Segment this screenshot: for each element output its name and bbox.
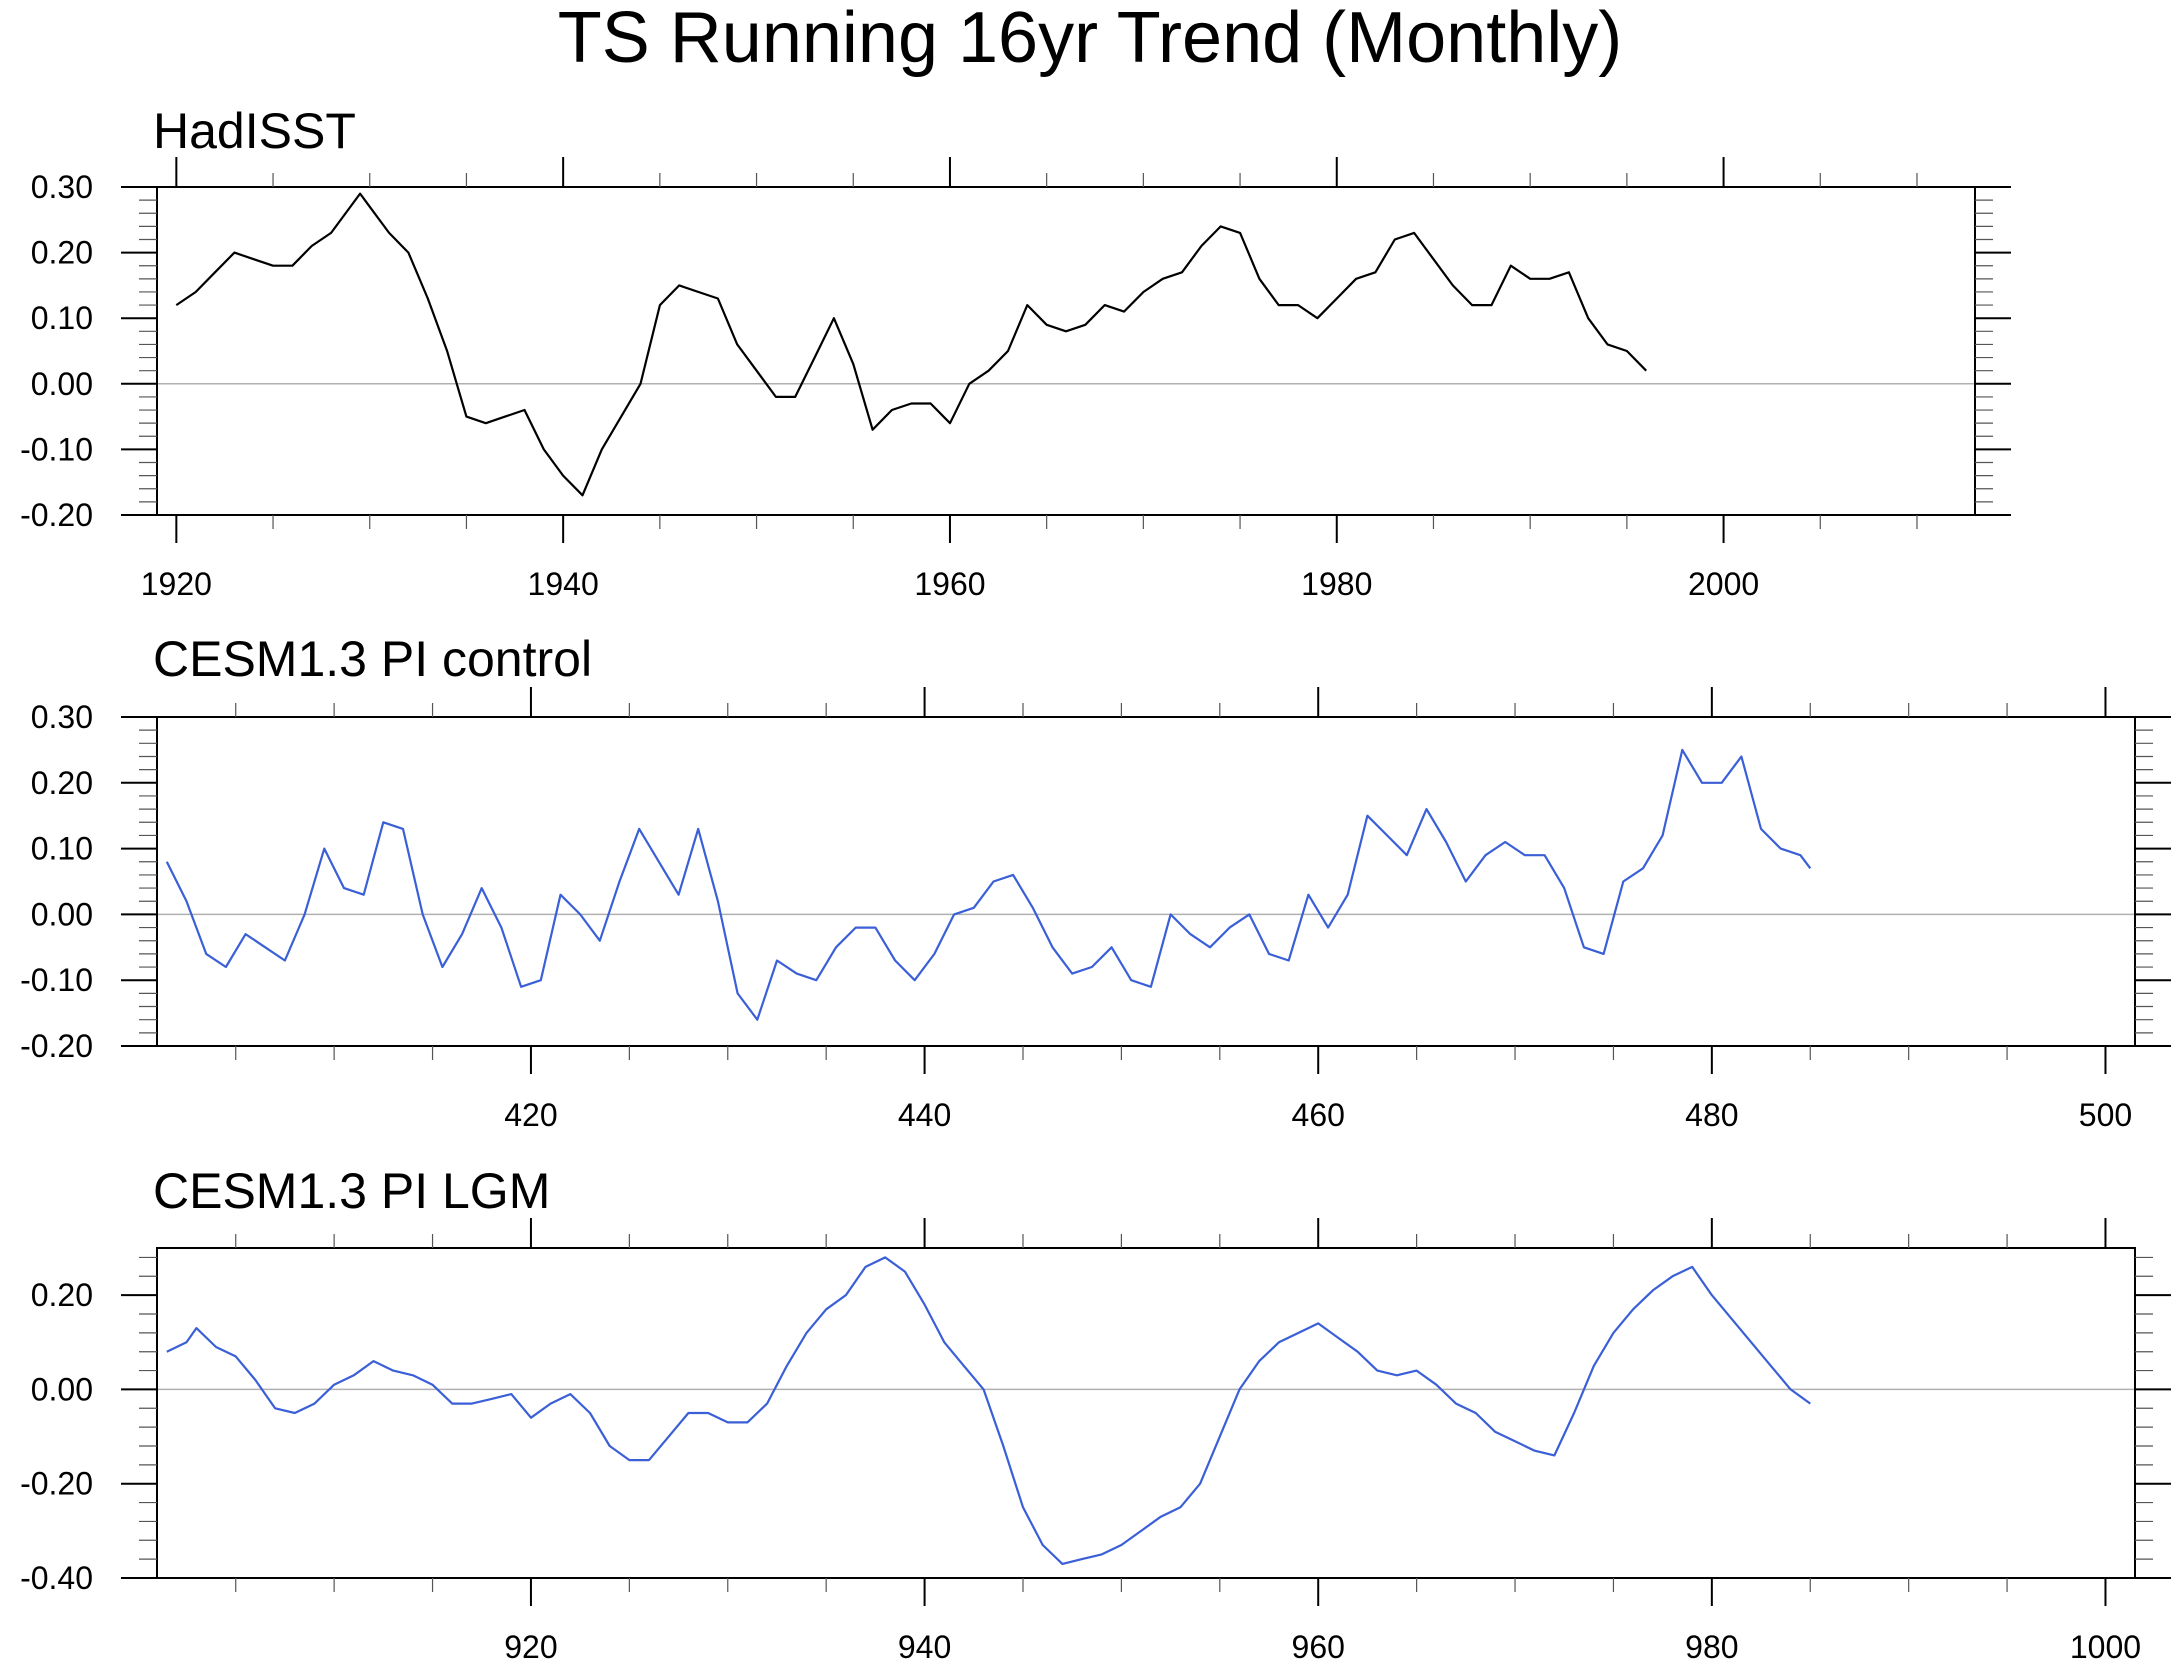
x-tick-label: 1940 <box>528 566 599 602</box>
y-tick-label: 0.20 <box>31 1277 93 1313</box>
x-tick-label: 960 <box>1292 1629 1345 1665</box>
y-tick-label: -0.10 <box>20 431 93 467</box>
plot-frame <box>156 716 2136 1047</box>
x-tick-label: 460 <box>1292 1097 1345 1133</box>
x-tick-label: 1960 <box>914 566 985 602</box>
y-tick-label: -0.20 <box>20 497 93 533</box>
x-tick-label: 2000 <box>1688 566 1759 602</box>
panel-cesm-pi-lgm: CESM1.3 PI LGM 920 940 960 980 1000 -0.40 -0.2… <box>20 1163 2171 1665</box>
series-line <box>165 748 1812 1021</box>
x-tick-label: 980 <box>1685 1629 1738 1665</box>
panel-title-cesm-pi-lgm: CESM1.3 PI LGM <box>153 1163 550 1219</box>
x-tick-label: 920 <box>504 1629 557 1665</box>
y-tick-label: 0.00 <box>31 1371 93 1407</box>
y-tick-label: 0.10 <box>31 831 93 867</box>
x-tick-label: 480 <box>1685 1097 1738 1133</box>
series-line <box>175 192 1647 497</box>
y-tick-label: 0.00 <box>31 366 93 402</box>
y-tick-label: -0.20 <box>20 1466 93 1502</box>
x-tick-label: 940 <box>898 1629 951 1665</box>
series-line <box>166 1256 1811 1566</box>
x-tick-label: 440 <box>898 1097 951 1133</box>
x-tick-label: 1980 <box>1301 566 1372 602</box>
y-tick-label: -0.10 <box>20 962 93 998</box>
y-tick-label: 0.30 <box>31 699 93 735</box>
plot-frame <box>156 186 1976 516</box>
y-tick-label: -0.20 <box>20 1028 93 1064</box>
y-tick-label: 0.20 <box>31 765 93 801</box>
plot-frame <box>156 1247 2136 1579</box>
y-tick-label: 0.20 <box>31 235 93 271</box>
figure-title: TS Running 16yr Trend (Monthly) <box>558 0 1622 78</box>
y-tick-label: -0.40 <box>20 1560 93 1596</box>
x-tick-label: 420 <box>504 1097 557 1133</box>
x-tick-label: 1000 <box>2070 1629 2141 1665</box>
x-tick-label: 500 <box>2079 1097 2132 1133</box>
panel-title-hadisst: HadISST <box>153 103 356 159</box>
panel-hadisst: HadISST 1920 1940 1960 1980 2000 -0.20 -0.10 0.… <box>20 103 2011 602</box>
panel-cesm-pi-control: CESM1.3 PI control 420 440 460 480 500 -0.20 -… <box>20 631 2171 1133</box>
y-tick-label: 0.30 <box>31 169 93 205</box>
panel-title-cesm-pi-control: CESM1.3 PI control <box>153 631 592 687</box>
y-tick-label: 0.00 <box>31 896 93 932</box>
x-tick-label: 1920 <box>141 566 212 602</box>
y-tick-label: 0.10 <box>31 300 93 336</box>
